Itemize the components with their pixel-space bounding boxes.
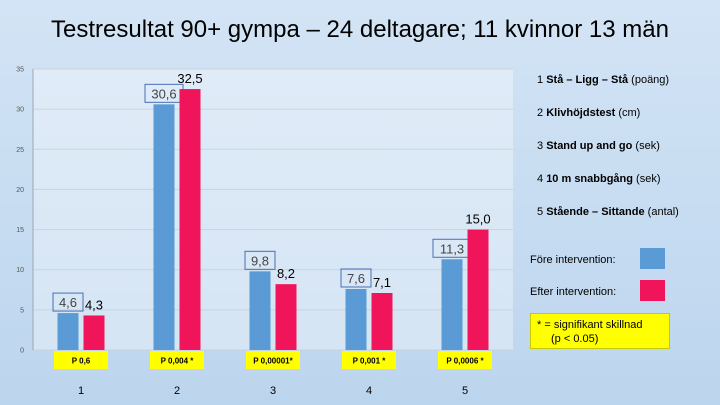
y-tick-label: 20 bbox=[16, 187, 24, 194]
y-tick-label: 30 bbox=[16, 107, 24, 114]
x-tick-label: 1 bbox=[78, 385, 84, 397]
x-tick-label: 3 bbox=[270, 385, 276, 397]
data-label-after: 4,3 bbox=[85, 297, 103, 312]
data-label-box bbox=[52, 292, 84, 312]
significance-note-line2: (p < 0.05) bbox=[551, 333, 599, 345]
y-tick-label: 10 bbox=[16, 267, 24, 274]
p-value-box bbox=[438, 351, 492, 369]
data-label-box bbox=[244, 250, 276, 270]
x-tick-label: 5 bbox=[462, 385, 468, 397]
bar-before bbox=[57, 313, 79, 350]
p-value-box bbox=[54, 351, 108, 369]
slide-title: Testresultat 90+ gympa – 24 deltagare; 1… bbox=[51, 16, 669, 43]
legend-after: Efter intervention: bbox=[530, 280, 665, 301]
y-tick-label: 15 bbox=[16, 227, 24, 234]
y-tick-label: 0 bbox=[20, 348, 24, 355]
data-label-after: 32,5 bbox=[177, 71, 202, 86]
data-label-after: 7,1 bbox=[373, 275, 391, 290]
p-value-box bbox=[342, 351, 396, 369]
legend-after-swatch bbox=[640, 280, 665, 301]
x-tick-label: 2 bbox=[174, 385, 180, 397]
data-label-before: 9,8 bbox=[251, 253, 269, 268]
bar-before bbox=[153, 104, 175, 350]
bar-before bbox=[345, 288, 367, 350]
p-value-label: P 0,0006 * bbox=[446, 357, 484, 366]
bar-after bbox=[467, 229, 489, 350]
p-value-label: P 0,004 * bbox=[161, 357, 195, 366]
bar-after bbox=[371, 292, 393, 350]
p-value-box bbox=[246, 351, 300, 369]
significance-note: * = signifikant skillnad (p < 0.05) bbox=[530, 313, 670, 349]
x-tick-label: 4 bbox=[366, 385, 372, 397]
legend-before-label: Före intervention: bbox=[530, 254, 616, 266]
legend-after-label: Efter intervention: bbox=[530, 286, 617, 298]
y-tick-label: 5 bbox=[20, 307, 24, 314]
p-value-label: P 0,6 bbox=[72, 357, 91, 366]
test-legend-item-2: 2 Klivhöjdstest (cm) bbox=[537, 107, 641, 119]
data-label-before: 7,6 bbox=[347, 271, 365, 286]
data-label-before: 4,6 bbox=[59, 295, 77, 310]
test-legend-item-4: 4 10 m snabbgång (sek) bbox=[537, 173, 661, 185]
legend-before: Före intervention: bbox=[530, 248, 665, 269]
p-value-box bbox=[150, 351, 204, 369]
legend-before-swatch bbox=[640, 248, 665, 269]
plot-area bbox=[33, 69, 513, 350]
test-legend-item-3: 3 Stand up and go (sek) bbox=[537, 140, 660, 152]
bar-before bbox=[249, 271, 271, 350]
data-label-before: 30,6 bbox=[151, 86, 176, 101]
y-tick-label: 35 bbox=[16, 67, 24, 74]
data-label-before: 11,3 bbox=[440, 241, 464, 256]
bar-after bbox=[83, 315, 105, 350]
test-legend: 1 Stå – Ligg – Stå (poäng) 2 Klivhöjdste… bbox=[537, 72, 679, 237]
test-legend-item-5: 5 Stående – Sittande (antal) bbox=[537, 206, 679, 218]
p-value-label: P 0,001 * bbox=[353, 357, 387, 366]
significance-note-line1: * = signifikant skillnad bbox=[537, 319, 643, 331]
data-label-after: 8,2 bbox=[277, 266, 295, 281]
bar-before bbox=[441, 259, 463, 350]
data-label-box bbox=[340, 268, 372, 288]
test-legend-item-1: 1 Stå – Ligg – Stå (poäng) bbox=[537, 74, 670, 86]
p-value-label: P 0,00001* bbox=[253, 357, 293, 366]
bar-after bbox=[179, 89, 201, 351]
y-tick-label: 25 bbox=[16, 147, 24, 154]
bar-after bbox=[275, 284, 297, 350]
data-label-after: 15,0 bbox=[465, 212, 490, 227]
